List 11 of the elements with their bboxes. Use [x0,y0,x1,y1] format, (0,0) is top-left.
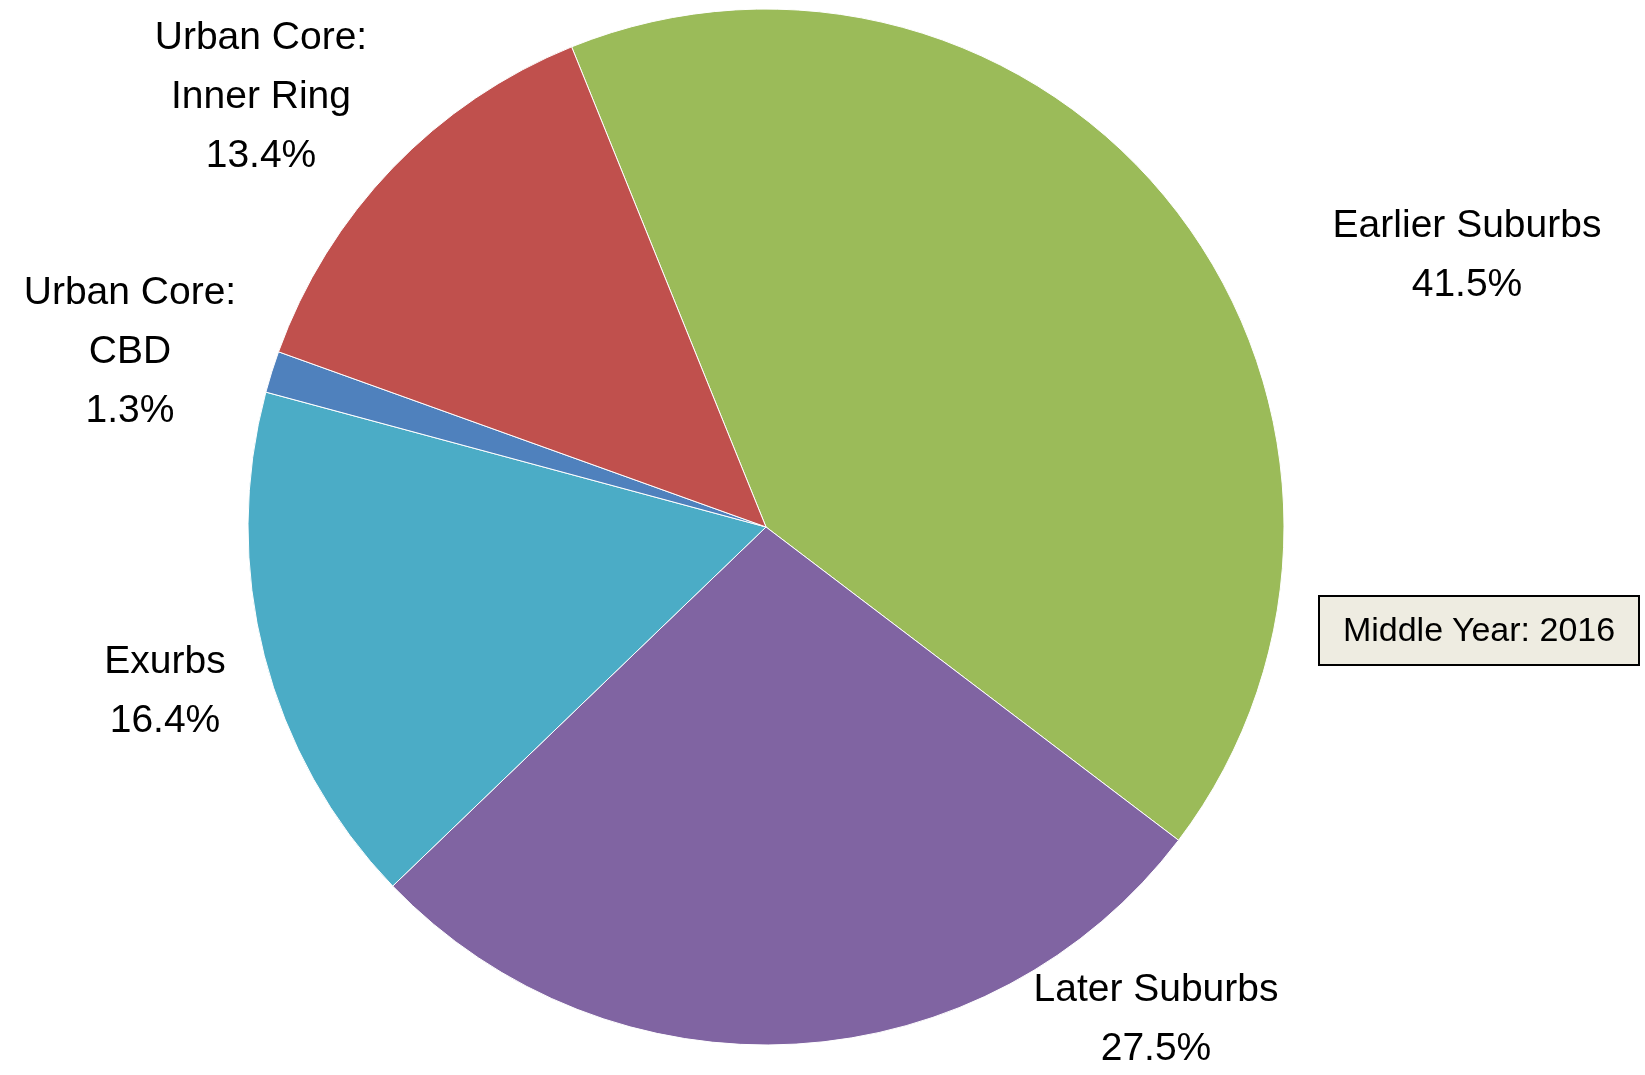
data-label: 27.5% [1100,1024,1212,1068]
slice-label: Urban Core: CBD [23,269,237,371]
slice-label: Urban Core: Inner Ring [154,14,368,116]
slice-label: Exurbs [104,637,226,681]
text: Middle Year: 2016 [1342,609,1616,648]
data-label: 1.3% [85,387,175,430]
data-label: 41.5% [1411,260,1523,304]
data-label: 16.4% [109,696,221,740]
slice-label: Earlier Suburbs [1332,201,1602,245]
slice-label: Later Suburbs [1033,965,1279,1009]
data-label: 13.4% [205,132,317,175]
